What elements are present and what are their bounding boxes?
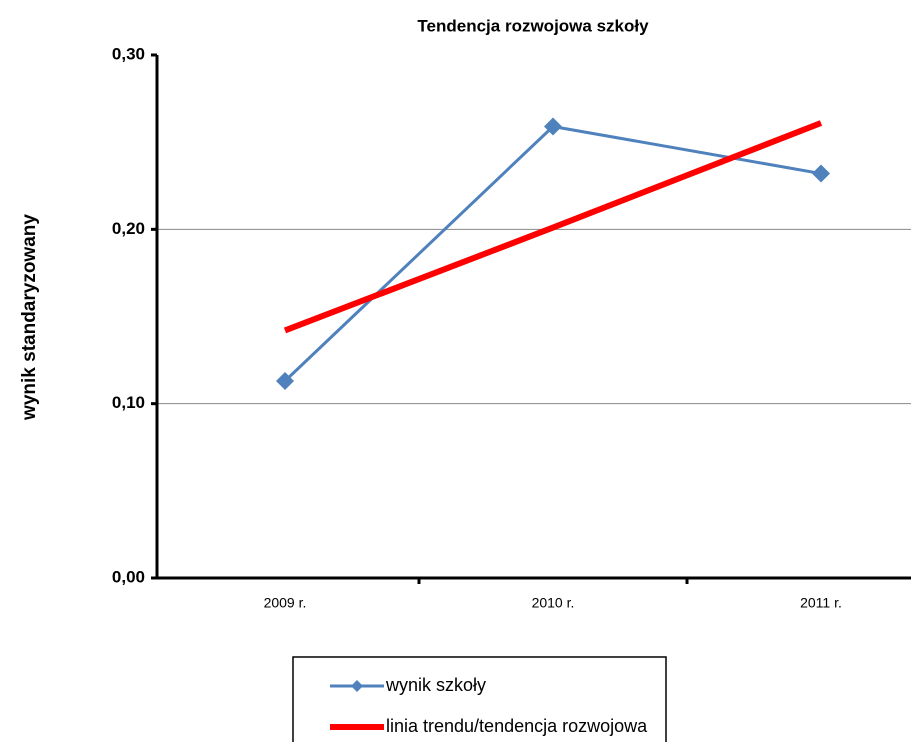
y-tick-label: 0,00 — [112, 567, 145, 586]
legend-label: linia trendu/tendencja rozwojowa — [386, 716, 648, 736]
series-line — [285, 123, 821, 330]
x-tick-label: 2009 r. — [264, 595, 307, 611]
y-tick-label: 0,20 — [112, 219, 145, 238]
x-tick-label: 2010 r. — [532, 595, 575, 611]
chart-title: Tendencja rozwojowa szkoły — [417, 16, 649, 35]
series-line — [285, 126, 821, 381]
legend-label: wynik szkoły — [385, 675, 486, 695]
y-tick-label: 0,10 — [112, 393, 145, 412]
y-axis-label: wynik standaryzowany — [19, 214, 40, 421]
x-tick-label: 2011 r. — [800, 595, 842, 611]
marker — [812, 165, 830, 183]
y-tick-label: 0,30 — [112, 44, 145, 63]
chart: Tendencja rozwojowa szkoły wynik standar… — [0, 0, 911, 742]
